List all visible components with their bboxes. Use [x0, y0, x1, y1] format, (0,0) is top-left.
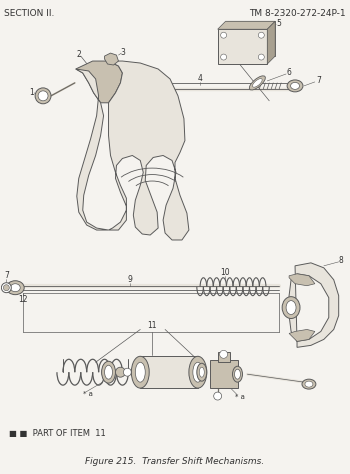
Ellipse shape: [282, 297, 300, 319]
Bar: [218, 352, 230, 362]
Ellipse shape: [286, 301, 296, 315]
Polygon shape: [289, 274, 315, 286]
Circle shape: [220, 350, 228, 358]
Polygon shape: [289, 263, 339, 347]
Circle shape: [258, 54, 264, 60]
Text: 2: 2: [76, 50, 81, 59]
Ellipse shape: [197, 363, 207, 381]
Text: * a: * a: [234, 394, 244, 400]
Circle shape: [214, 392, 222, 400]
Text: * a: * a: [83, 391, 93, 397]
Bar: [218, 29, 267, 64]
Text: 10: 10: [220, 268, 229, 277]
Circle shape: [220, 32, 226, 38]
Ellipse shape: [249, 76, 265, 90]
Bar: [140, 356, 198, 388]
Ellipse shape: [290, 82, 300, 90]
Text: ■ ■  PART OF ITEM  11: ■ ■ PART OF ITEM 11: [9, 429, 106, 438]
Circle shape: [220, 54, 226, 60]
Polygon shape: [76, 69, 108, 230]
Circle shape: [116, 367, 125, 377]
Text: 5: 5: [277, 19, 282, 28]
Polygon shape: [76, 61, 122, 103]
Text: Figure 215.  Transfer Shift Mechanisms.: Figure 215. Transfer Shift Mechanisms.: [85, 457, 265, 465]
Text: 9: 9: [128, 275, 133, 284]
Text: 7: 7: [4, 271, 9, 280]
Circle shape: [38, 91, 48, 101]
Text: 8: 8: [338, 256, 343, 265]
Bar: [210, 360, 238, 388]
Ellipse shape: [102, 361, 116, 383]
Ellipse shape: [199, 367, 204, 377]
Ellipse shape: [105, 365, 112, 379]
Text: 4: 4: [197, 74, 202, 83]
Ellipse shape: [305, 381, 313, 387]
Ellipse shape: [131, 356, 149, 388]
Polygon shape: [108, 61, 189, 240]
Ellipse shape: [232, 366, 243, 382]
Circle shape: [124, 368, 131, 376]
Circle shape: [4, 285, 9, 291]
Ellipse shape: [234, 369, 240, 379]
Ellipse shape: [10, 284, 20, 292]
Ellipse shape: [252, 79, 262, 87]
Text: 6: 6: [287, 68, 292, 77]
Circle shape: [1, 283, 11, 292]
Text: 11: 11: [147, 321, 157, 330]
Text: 3: 3: [120, 47, 125, 56]
Ellipse shape: [189, 356, 207, 388]
Circle shape: [258, 32, 264, 38]
Ellipse shape: [302, 379, 316, 389]
Bar: [226, 21, 275, 56]
Circle shape: [35, 88, 51, 104]
Ellipse shape: [193, 362, 203, 382]
Polygon shape: [267, 21, 275, 64]
Text: 7: 7: [316, 76, 321, 85]
Ellipse shape: [6, 281, 24, 295]
Text: TM 8-2320-272-24P-1: TM 8-2320-272-24P-1: [249, 9, 346, 18]
Polygon shape: [105, 53, 118, 65]
Ellipse shape: [287, 80, 303, 92]
Polygon shape: [289, 329, 315, 341]
Polygon shape: [218, 21, 275, 29]
Text: 1: 1: [29, 88, 34, 97]
Text: SECTION II.: SECTION II.: [4, 9, 55, 18]
Ellipse shape: [135, 362, 145, 382]
Text: 12: 12: [19, 295, 28, 304]
